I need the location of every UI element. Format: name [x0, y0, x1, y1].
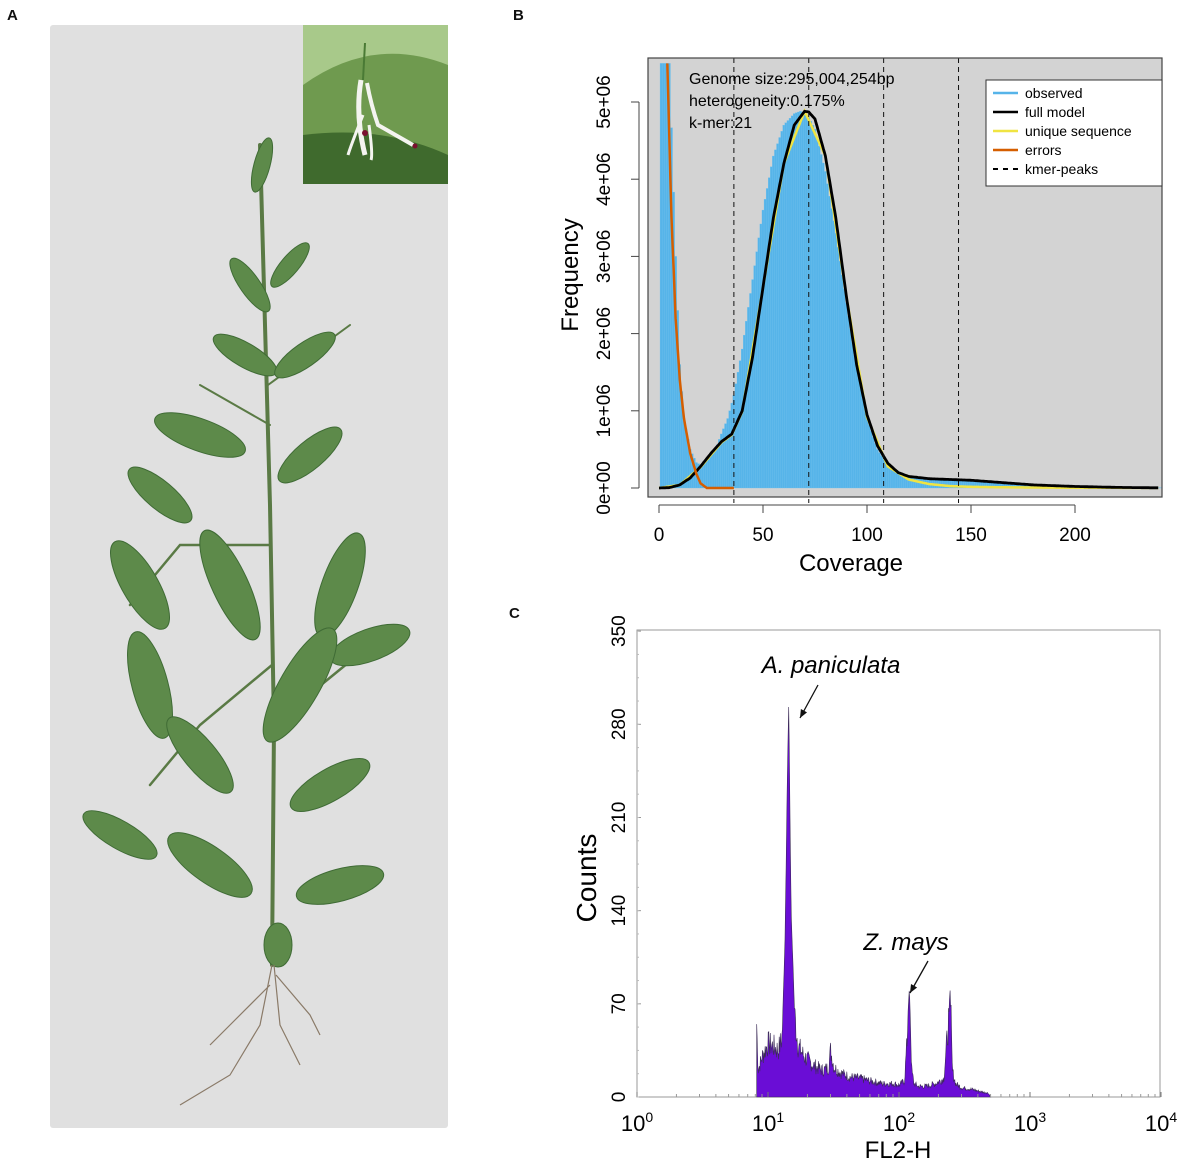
x-tick-label: 150 [955, 525, 987, 546]
y-tick-label: 4e+06 [594, 153, 615, 206]
x-tick-label: 50 [752, 525, 773, 546]
x-tick-label: 200 [1059, 525, 1091, 546]
flower-illustration [303, 25, 448, 184]
x-tick-label: 104 [1145, 1109, 1177, 1136]
kmer-annotation: k-mer:21 [689, 115, 752, 132]
y-tick-label: 350 [609, 615, 630, 647]
x-tick-label: 101 [752, 1109, 784, 1136]
legend-unique-sequence: unique sequence [1025, 123, 1132, 139]
arrow-z-mays [909, 960, 929, 994]
plant-photo [50, 25, 448, 1128]
panel-label-b: B [513, 7, 524, 24]
x-axis-label: Coverage [799, 550, 903, 577]
genome-size-annotation: Genome size:295,004,254bp [689, 71, 895, 88]
y-axis-label: Frequency [557, 218, 584, 331]
legend-errors: errors [1025, 142, 1062, 158]
annotation-a-paniculata: A. paniculata [760, 652, 901, 679]
y-tick-label: 0 [609, 1092, 630, 1103]
x-tick-label: 103 [1014, 1109, 1046, 1136]
observed-bars [659, 63, 1162, 489]
arrow-a-paniculata [799, 684, 819, 719]
legend-kmer-peaks: kmer-peaks [1025, 161, 1098, 177]
flower-inset-photo [303, 25, 448, 184]
panel-label-a: A [7, 7, 18, 24]
legend-full-model: full model [1025, 104, 1085, 120]
errors-line [666, 63, 734, 490]
legend: observed full model unique sequence erro… [985, 79, 1163, 187]
panel-label-c: C [509, 605, 520, 622]
x-tick-label: 100 [621, 1109, 653, 1136]
heterogeneity-annotation: heterogeneity:0.175% [689, 93, 845, 110]
y-tick-label: 70 [609, 993, 630, 1014]
x-axis-label: FL2-H [865, 1137, 932, 1162]
full-model-line [659, 109, 1159, 490]
y-tick-label: 210 [609, 802, 630, 834]
y-tick-label: 3e+06 [594, 230, 615, 283]
y-tick-label: 5e+06 [594, 75, 615, 128]
legend-observed: observed [1025, 85, 1083, 101]
annotation-z-mays: Z. mays [862, 929, 948, 956]
y-tick-label: 280 [609, 708, 630, 740]
y-axis-label: Counts [571, 834, 602, 923]
x-tick-label: 102 [883, 1109, 915, 1136]
x-tick-label: 0 [654, 525, 665, 546]
x-tick-label: 100 [851, 525, 883, 546]
y-tick-label: 140 [609, 895, 630, 927]
plant-illustration [82, 137, 411, 1106]
y-tick-label: 0e+00 [594, 461, 615, 514]
y-tick-label: 1e+06 [594, 384, 615, 437]
plot-frame [636, 629, 1161, 1098]
y-tick-label: 2e+06 [594, 307, 615, 360]
kmer-distribution-chart: 0 50 100 150 200 0e+00 1e+06 2e+06 3e+06 4e+06 5e+… [557, 57, 1163, 577]
histogram-area [756, 706, 992, 1098]
